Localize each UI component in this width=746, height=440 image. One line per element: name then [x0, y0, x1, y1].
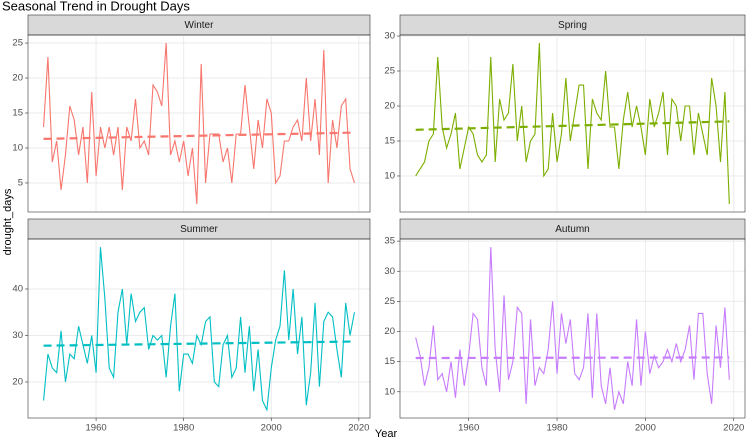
panel-background — [400, 239, 745, 418]
x-tick-label: 2000 — [635, 423, 656, 434]
y-tick-label: 15 — [12, 108, 23, 119]
chart-title: Seasonal Trend in Drought Days — [2, 0, 190, 13]
trend-line — [415, 356, 730, 360]
y-tick-label: 15 — [384, 356, 395, 367]
data-line — [415, 43, 730, 204]
strip-label: Autumn — [555, 224, 589, 235]
x-tick-label: 1980 — [173, 423, 194, 434]
panel-border — [399, 238, 746, 419]
x-tick-label: 1960 — [458, 423, 479, 434]
y-tick-label: 25 — [384, 66, 395, 77]
y-tick-label: 10 — [384, 170, 395, 181]
y-tick-label: 30 — [12, 330, 23, 341]
y-tick-label: 40 — [12, 283, 23, 294]
y-tick-label: 20 — [12, 73, 23, 84]
y-tick-label: 10 — [384, 386, 395, 397]
x-tick-label: 2020 — [348, 423, 369, 434]
y-tick-label: 25 — [384, 296, 395, 307]
x-tick-label: 1960 — [86, 423, 107, 434]
y-axis-label: drought_days — [2, 188, 14, 255]
strip-label: Summer — [180, 224, 218, 235]
y-tick-label: 20 — [384, 326, 395, 337]
panel-border — [399, 34, 746, 213]
x-tick-label: 2020 — [723, 423, 744, 434]
data-line — [415, 247, 730, 410]
y-tick-label: 35 — [384, 236, 395, 247]
panel-border — [27, 238, 371, 419]
y-tick-label: 30 — [384, 266, 395, 277]
y-tick-label: 20 — [12, 376, 23, 387]
y-tick-label: 5 — [18, 177, 23, 188]
y-tick-label: 15 — [384, 136, 395, 147]
panel-border — [27, 34, 371, 213]
trend-line — [415, 120, 730, 131]
x-tick-label: 1980 — [546, 423, 567, 434]
y-tick-label: 30 — [384, 31, 395, 42]
data-line — [42, 43, 355, 204]
strip-label: Winter — [185, 20, 215, 31]
strip-label: Spring — [558, 20, 587, 31]
y-tick-label: 10 — [12, 143, 23, 154]
data-line — [42, 247, 355, 412]
y-tick-label: 25 — [12, 38, 23, 49]
x-tick-label: 2000 — [261, 423, 282, 434]
x-axis-label: Year — [375, 428, 398, 440]
y-tick-label: 20 — [384, 101, 395, 112]
